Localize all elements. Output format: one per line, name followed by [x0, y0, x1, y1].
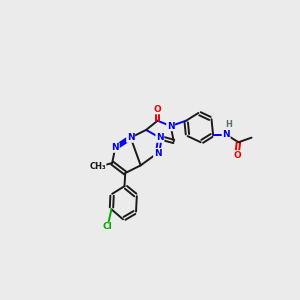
Text: N: N — [222, 130, 230, 139]
Text: O: O — [154, 105, 161, 114]
Text: N: N — [127, 133, 134, 142]
Text: O: O — [233, 151, 241, 160]
Text: CH₃: CH₃ — [89, 162, 106, 171]
Text: N: N — [154, 148, 161, 158]
Text: N: N — [167, 122, 175, 130]
Text: N: N — [111, 143, 119, 152]
Text: H: H — [225, 120, 232, 129]
Text: N: N — [156, 133, 164, 142]
Text: Cl: Cl — [103, 223, 112, 232]
